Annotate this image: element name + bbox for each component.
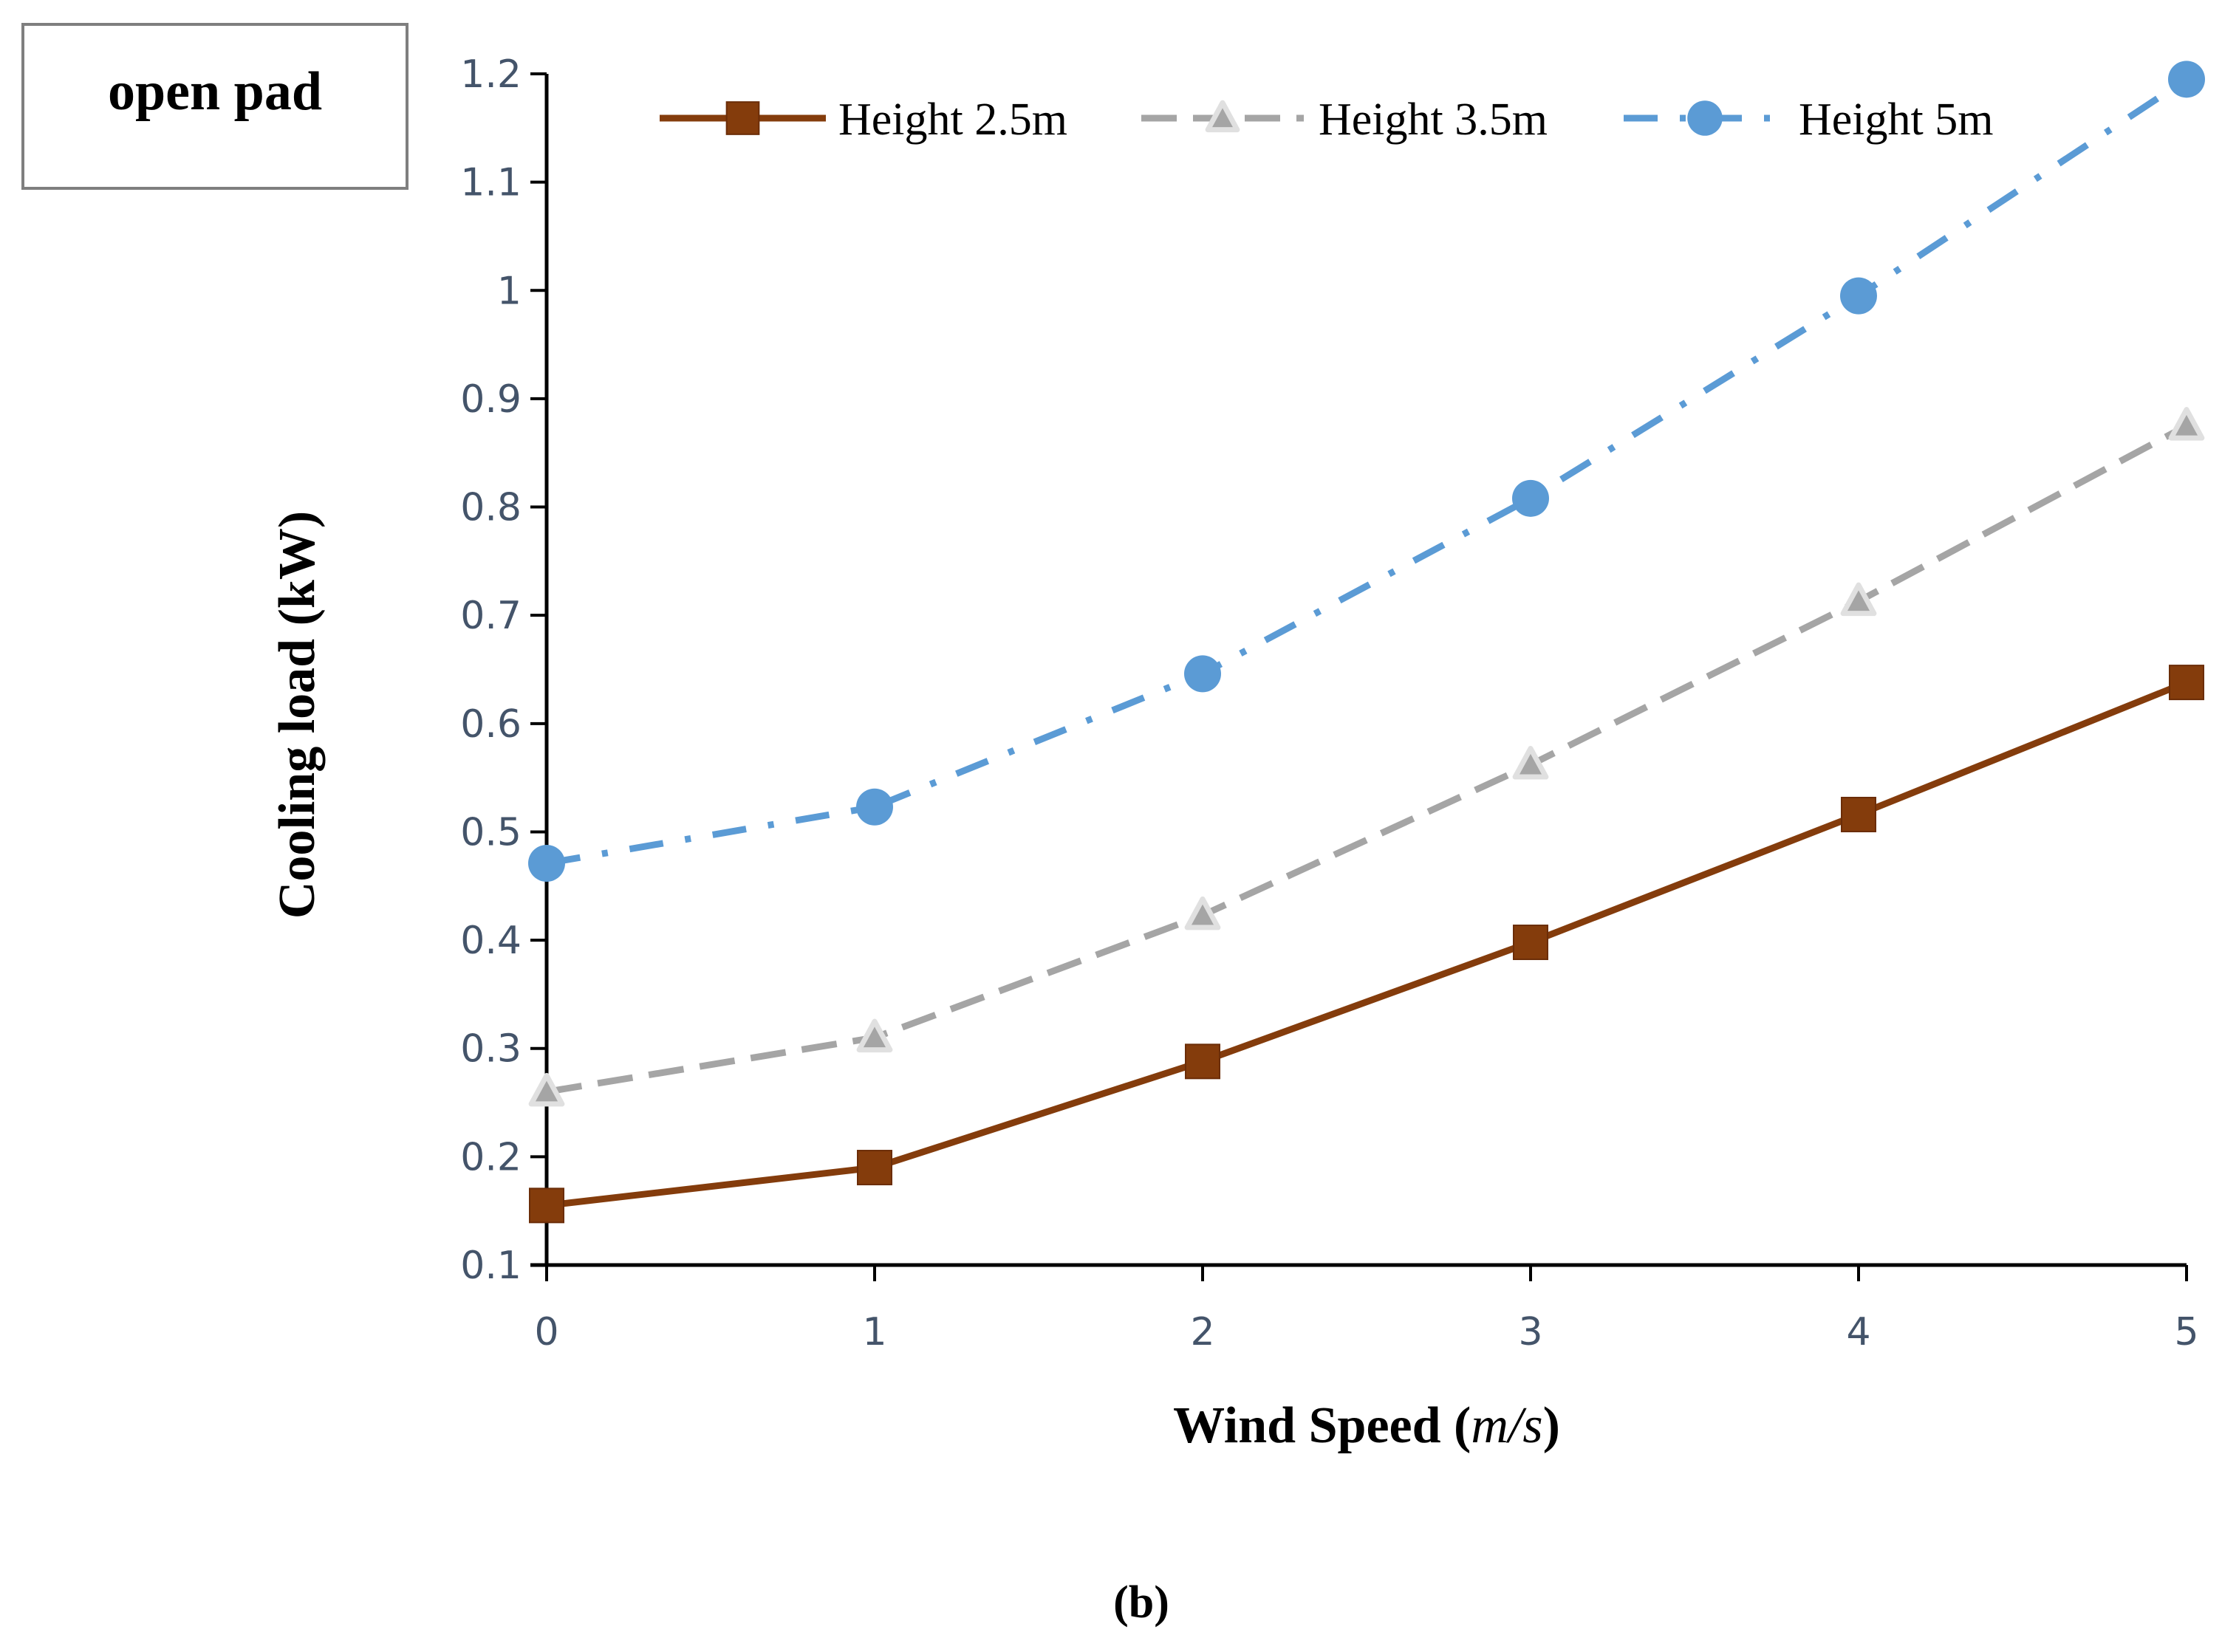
- legend-label: Height 2.5m: [838, 95, 1067, 145]
- x-tick-label: 1: [862, 1310, 886, 1354]
- x-tick-label: 4: [1846, 1310, 1870, 1354]
- series-1: [529, 665, 2204, 1224]
- x-axis-title-unit: m/s: [1471, 1397, 1542, 1454]
- y-ticks: 0.1 0.2 0.3 0.4 0.5 0.6 0.7 0.8 0.9 1 1.1 1.2: [460, 52, 547, 1288]
- legend-marker: [1687, 100, 1723, 136]
- data-point: [1512, 746, 1549, 780]
- legend-item: Height 2.5m: [660, 95, 1067, 145]
- data-point: [2168, 61, 2205, 98]
- figure-caption: (b): [1113, 1577, 1169, 1628]
- data-point: [2169, 665, 2204, 701]
- series-2: [528, 407, 2205, 1107]
- y-tick-label: 0.3: [460, 1027, 522, 1072]
- x-axis-title-suffix: ): [1543, 1397, 1560, 1454]
- data-point: [1840, 277, 1877, 315]
- data-point: [1840, 582, 1877, 617]
- label-box-frame: [21, 23, 408, 190]
- data-point: [856, 1018, 893, 1053]
- x-axis-title: Wind Speed (m/s): [1173, 1397, 1560, 1454]
- data-point: [1185, 1043, 1220, 1080]
- y-tick-label: 0.2: [460, 1135, 522, 1179]
- data-point: [1184, 655, 1221, 693]
- legend-marker: [725, 101, 760, 135]
- y-tick-label: 0.7: [460, 594, 522, 638]
- y-tick-label: 0.6: [460, 702, 522, 747]
- data-point: [1184, 896, 1221, 930]
- y-tick-label: 0.4: [460, 919, 522, 963]
- data-point: [528, 1072, 565, 1107]
- legend-label: Height 3.5m: [1319, 95, 1548, 145]
- x-tick-label: 2: [1190, 1310, 1214, 1354]
- x-tick-label: 3: [1518, 1310, 1542, 1354]
- series-line: [546, 679, 2188, 1209]
- y-tick-label: 0.8: [460, 486, 522, 530]
- x-tick-label: 0: [534, 1310, 558, 1354]
- y-axis-title: Cooling load (kW): [269, 511, 326, 919]
- series-line: [546, 422, 2189, 1095]
- data-point: [1512, 479, 1549, 517]
- data-point: [856, 788, 893, 826]
- series-3: [528, 61, 2205, 882]
- y-tick-label: 0.5: [460, 810, 522, 854]
- y-tick-label: 1: [497, 269, 522, 313]
- legend-item: Height 3.5m: [1141, 95, 1548, 145]
- x-tick-label: 5: [2174, 1310, 2198, 1354]
- label-box-text: open pad: [108, 61, 322, 122]
- data-point: [1841, 796, 1876, 832]
- y-tick-label: 0.1: [460, 1244, 522, 1288]
- data-point: [2168, 407, 2205, 441]
- legend-marker: [1205, 100, 1240, 133]
- label-box: open pad: [21, 23, 408, 190]
- data-point: [1513, 925, 1548, 961]
- data-point: [528, 844, 565, 882]
- legend-item: Height 5m: [1624, 95, 1993, 145]
- y-tick-label: 1.1: [460, 161, 522, 205]
- legend: Height 2.5m Height 3.5m Height 5m: [660, 95, 1993, 145]
- data-point: [529, 1187, 564, 1224]
- y-tick-label: 1.2: [460, 52, 522, 97]
- legend-label: Height 5m: [1799, 95, 1993, 145]
- x-axis-title-prefix: Wind Speed (: [1173, 1397, 1471, 1454]
- series-line: [546, 76, 2189, 867]
- x-ticks: 0 1 2 3 4 5: [534, 1265, 2199, 1354]
- y-tick-label: 0.9: [460, 377, 522, 422]
- series-layer: [528, 61, 2205, 1224]
- data-point: [857, 1150, 892, 1186]
